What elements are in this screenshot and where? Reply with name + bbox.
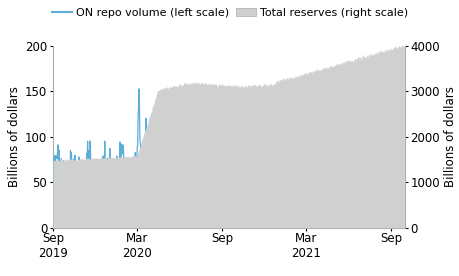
Y-axis label: Billions of dollars: Billions of dollars <box>443 86 456 187</box>
Y-axis label: Billions of dollars: Billions of dollars <box>8 86 21 187</box>
Legend: ON repo volume (left scale), Total reserves (right scale): ON repo volume (left scale), Total reser… <box>47 4 412 23</box>
